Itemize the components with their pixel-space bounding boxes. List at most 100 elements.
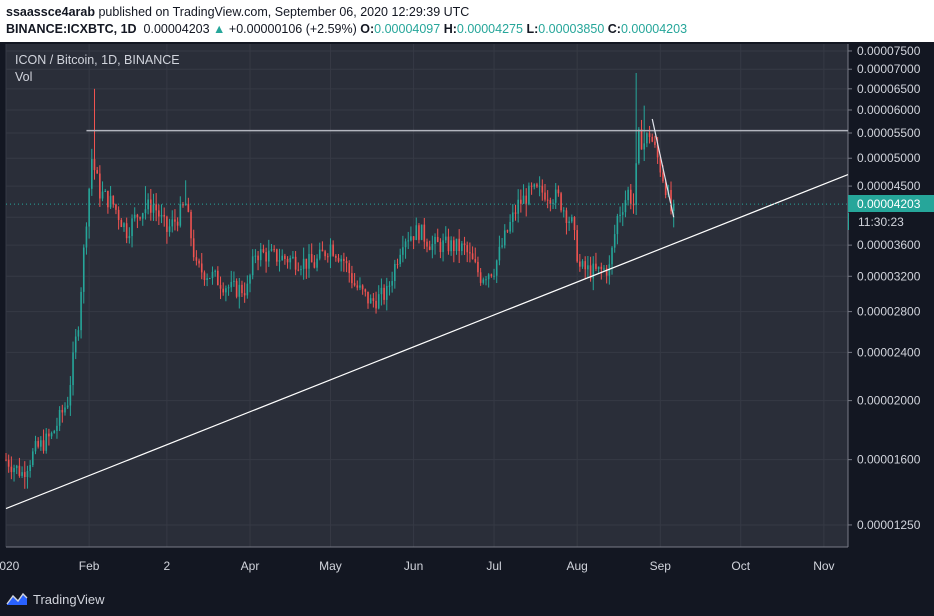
symbol: BINANCE:ICXBTC, 1D: [6, 22, 137, 36]
candle-body: [308, 254, 310, 269]
candle-body: [337, 257, 340, 262]
candle-body: [171, 219, 174, 227]
candle-body: [329, 244, 332, 257]
candle-body: [195, 257, 198, 261]
tradingview-brand[interactable]: TradingView: [6, 590, 105, 608]
candle-body: [292, 256, 294, 258]
candle-body: [88, 188, 90, 227]
candle-body: [453, 240, 455, 252]
candle-body: [646, 133, 648, 144]
candle-body: [241, 284, 243, 294]
candle-body: [517, 199, 519, 214]
y-tick-label: 0.00002000: [857, 394, 921, 408]
low-value: 0.00003850: [538, 22, 605, 36]
candle-body: [34, 441, 37, 452]
candle-body: [190, 211, 192, 239]
x-tick-label: Jul: [486, 559, 501, 573]
candle-body: [58, 409, 61, 426]
candle-body: [450, 240, 452, 252]
candle-body: [396, 263, 399, 265]
y-tick-label: 0.00003600: [857, 238, 921, 252]
footer: [0, 587, 934, 616]
header: ssaassce4arab published on TradingView.c…: [0, 0, 934, 42]
high-label: H:: [443, 22, 457, 36]
candle-body: [321, 249, 324, 252]
candle-body: [651, 136, 654, 142]
candle-body: [482, 279, 485, 283]
candle-body: [246, 283, 249, 296]
candle-body: [587, 265, 589, 270]
candle-body: [573, 217, 576, 231]
candle-body: [522, 195, 525, 204]
candle-body: [487, 274, 490, 280]
candle-body: [426, 241, 428, 247]
candle-body: [608, 264, 611, 276]
candle-body: [168, 226, 171, 232]
y-tick-label: 0.00002800: [857, 305, 921, 319]
candle-body: [662, 172, 664, 182]
candle-body: [565, 210, 568, 223]
candle-body: [471, 253, 474, 260]
candle-body: [270, 249, 273, 251]
x-tick-label: Apr: [241, 559, 260, 573]
candle-body: [554, 189, 557, 203]
candle-body: [115, 204, 117, 210]
candle-body: [155, 204, 157, 211]
open-label: O:: [360, 22, 375, 36]
candle-body: [235, 280, 238, 297]
last-price-tag: 0.00004203: [848, 195, 934, 213]
x-tick-label: Feb: [79, 559, 100, 573]
candle-body: [214, 270, 216, 272]
candle-body: [326, 256, 329, 258]
candle-body: [286, 259, 289, 263]
candle-body: [10, 466, 13, 473]
candle-body: [82, 247, 85, 292]
candle-body: [345, 260, 348, 264]
candle-body: [549, 200, 552, 204]
close-value: 0.00004203: [620, 22, 688, 36]
x-tick-label: 2: [164, 559, 171, 573]
candle-body: [635, 163, 637, 205]
candle-body: [109, 195, 112, 208]
candle-body: [597, 266, 600, 269]
candle-body: [562, 210, 565, 212]
candle-body: [243, 293, 246, 296]
candle-body: [7, 459, 10, 467]
candle-body: [600, 266, 603, 270]
candle-body: [310, 254, 313, 263]
candle-body: [211, 271, 214, 279]
candle-body: [613, 234, 616, 248]
candle-body: [372, 298, 375, 301]
candle-body: [530, 185, 533, 187]
candle-body: [463, 243, 466, 246]
candle-body: [281, 255, 284, 261]
candle-body: [262, 249, 265, 253]
candle-body: [380, 287, 383, 295]
last-price: 0.00004203: [143, 22, 210, 36]
candle-body: [152, 204, 155, 213]
candle-body: [552, 202, 554, 204]
candle-body: [182, 204, 184, 206]
y-tick-label: 0.00007500: [857, 44, 921, 58]
candle-body: [332, 244, 334, 256]
candle-body: [257, 255, 259, 261]
candle-body: [506, 230, 509, 232]
candle-body: [316, 258, 318, 268]
candle-body: [434, 236, 436, 244]
candle-body: [447, 236, 450, 252]
candle-body: [621, 212, 624, 215]
candle-body: [50, 433, 53, 437]
descending-trendline: [651, 118, 675, 218]
candle-body: [217, 270, 219, 286]
plot-pane[interactable]: [6, 44, 848, 547]
candle-body: [576, 230, 578, 262]
tradingview-logo-icon: [6, 592, 28, 605]
candle-body: [399, 254, 401, 265]
candle-body: [251, 256, 254, 276]
author-name[interactable]: ssaassce4arab: [6, 5, 95, 19]
candle-body: [53, 430, 56, 434]
y-tick-label: 0.00002400: [857, 345, 921, 359]
candle-body: [225, 288, 227, 293]
candle-body: [313, 262, 316, 268]
